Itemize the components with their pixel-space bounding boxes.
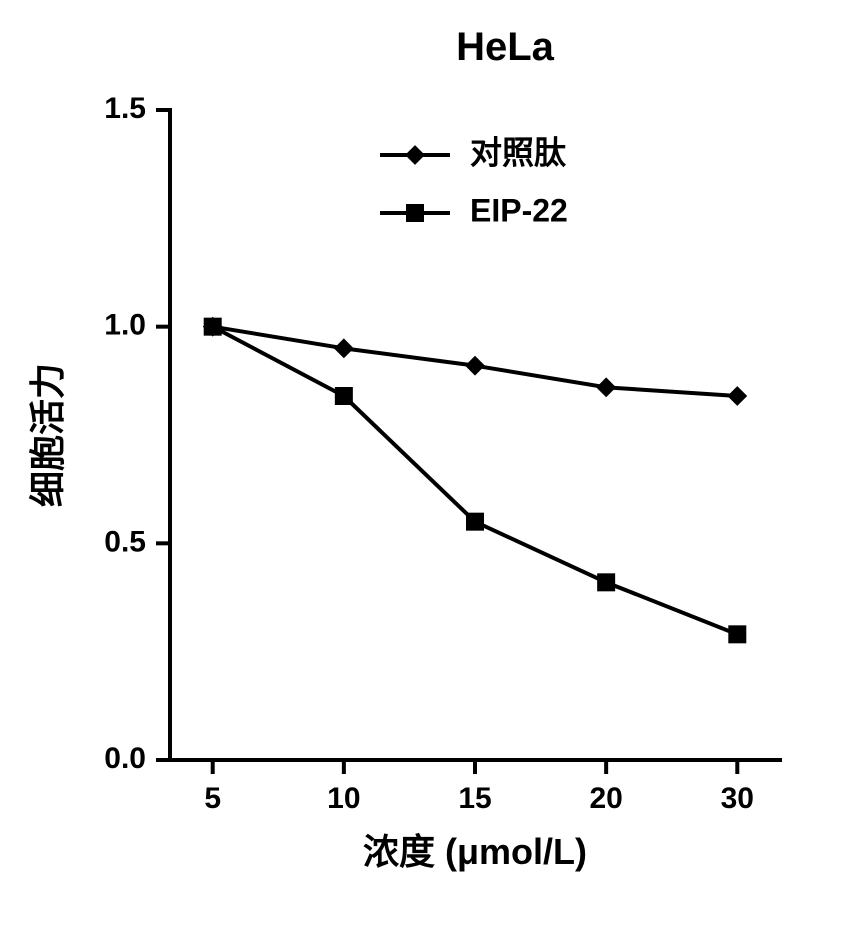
x-tick-label: 5 — [204, 782, 221, 815]
x-tick-label: 10 — [327, 782, 360, 815]
y-tick-label: 0.0 — [104, 742, 146, 775]
chart-title: HeLa — [456, 25, 555, 69]
x-axis-label: 浓度 (μmol/L) — [363, 831, 587, 872]
x-tick-label: 15 — [458, 782, 491, 815]
x-tick-label: 20 — [589, 782, 622, 815]
legend-label: 对照肽 — [470, 134, 567, 170]
y-tick-label: 1.0 — [104, 309, 146, 342]
y-tick-label: 0.5 — [104, 525, 146, 558]
y-tick-label: 1.5 — [104, 92, 146, 125]
legend-label: EIP-22 — [470, 192, 568, 228]
chart-container: 0.0 0.5 1.0 1.5 5 10 15 20 30 HeLa 浓度 (μmol/L) 细胞活力… — [0, 0, 851, 929]
y-axis-label: 细胞活力 — [27, 363, 68, 507]
x-tick-label: 30 — [721, 782, 754, 815]
chart-svg: 0.0 0.5 1.0 1.5 5 10 15 20 30 HeLa 浓度 (μmol/L) 细胞活力… — [0, 0, 851, 929]
